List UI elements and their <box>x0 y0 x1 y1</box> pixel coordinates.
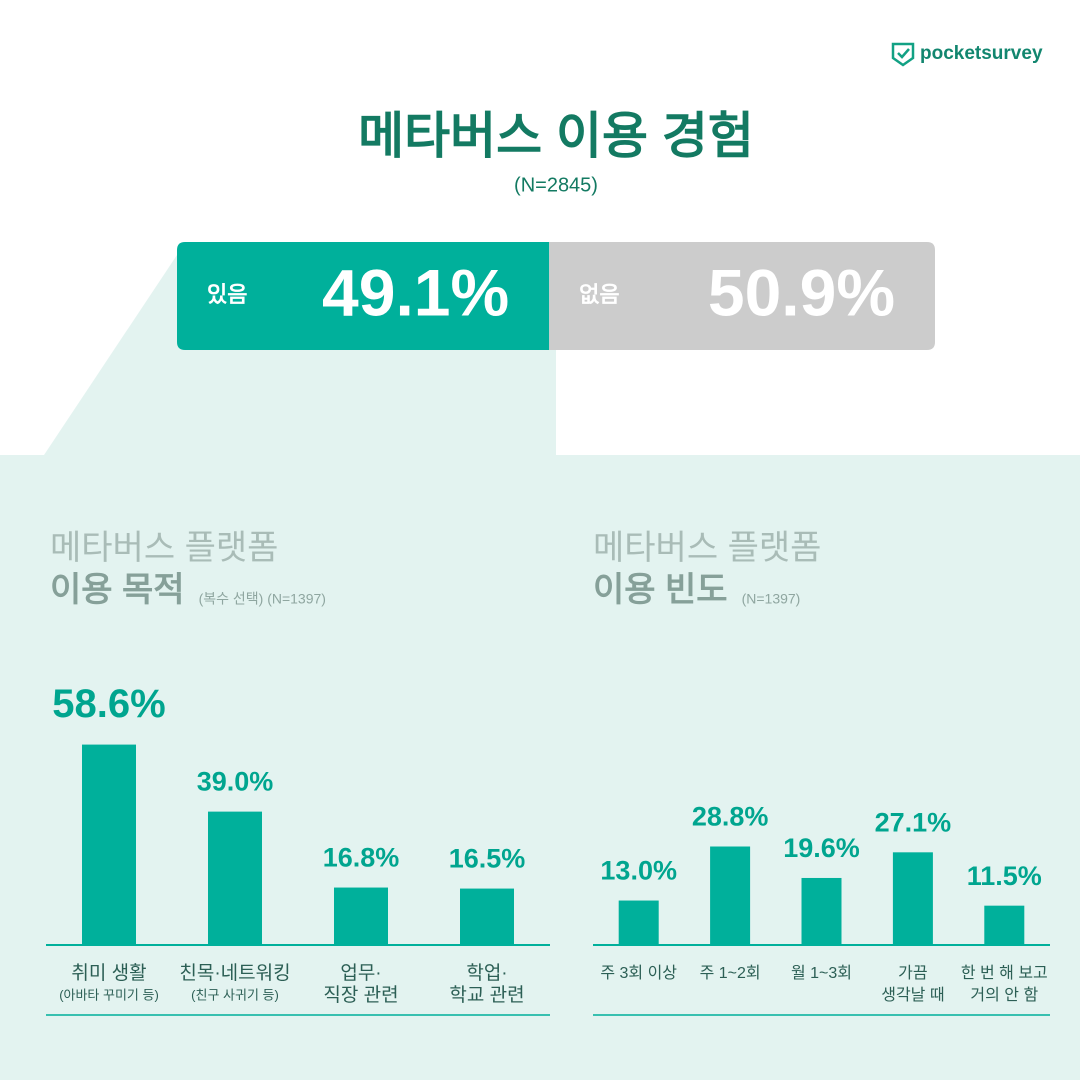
value-label: 39.0% <box>197 767 274 797</box>
chart-title-line: 메타버스 플랫폼 <box>50 529 278 567</box>
category-label: 월 1~3회 <box>791 964 852 982</box>
chart-title-line: 메타버스 플랫폼 <box>593 529 821 567</box>
split-segment <box>549 242 935 350</box>
category-sublabel: (아바타 꾸미기 등) <box>59 987 159 1002</box>
logo-check <box>897 48 910 59</box>
category-label: 한 번 해 보고 거의 안 함 <box>961 964 1048 1004</box>
segment-label: 있음 <box>207 282 247 307</box>
value-label: 13.0% <box>600 856 677 886</box>
main-subtitle: (N=2845) <box>514 174 598 196</box>
bar <box>334 887 388 945</box>
bar <box>618 900 659 945</box>
value-label: 28.8% <box>692 802 769 832</box>
panel <box>0 455 1080 1080</box>
category-label: 가끔 생각날 때 <box>881 964 944 1004</box>
bar <box>82 744 136 945</box>
value-label: 16.8% <box>323 843 400 873</box>
value-label: 19.6% <box>783 833 860 863</box>
chart-title-line: 이용 목적 <box>50 571 185 609</box>
chart-note: (복수 선택) (N=1397) <box>199 591 326 607</box>
bar <box>460 888 514 945</box>
category-label: 주 1~2회 <box>700 964 761 982</box>
split-segment <box>177 242 550 350</box>
value-label: 27.1% <box>875 807 952 837</box>
value-label: 11.5% <box>967 861 1042 891</box>
bar <box>892 852 933 945</box>
chart-note: (N=1397) <box>742 591 801 607</box>
bar <box>208 811 262 945</box>
bar <box>984 905 1025 945</box>
bar <box>801 877 842 945</box>
value-label: 16.5% <box>449 844 526 874</box>
main-title: 메타버스 이용 경험 <box>358 108 754 164</box>
segment-value: 49.1% <box>322 255 509 329</box>
category-label: 친목·네트워킹 <box>179 962 290 984</box>
bar <box>710 846 751 945</box>
logo: pocketsurvey <box>891 42 1043 67</box>
category-sublabel: (친구 사귀기 등) <box>191 987 279 1002</box>
segment-label: 없음 <box>579 282 619 307</box>
category-label: 취미 생활 <box>71 962 146 984</box>
category-label: 업무· 직장 관련 <box>323 962 398 1006</box>
value-label: 58.6% <box>52 682 165 726</box>
logo-icon <box>891 42 915 67</box>
brand: pocketsurvey <box>920 43 1043 64</box>
segment-value: 50.9% <box>708 255 895 329</box>
category-label: 학업· 학교 관련 <box>449 962 524 1006</box>
category-label: 주 3회 이상 <box>600 964 677 982</box>
chart-title-line: 이용 빈도 <box>593 571 728 609</box>
